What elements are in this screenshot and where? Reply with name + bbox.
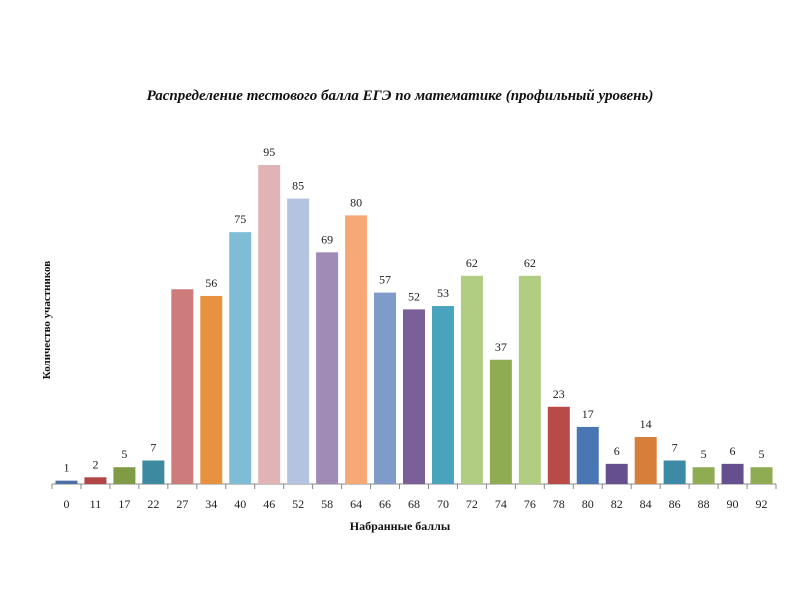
data-label: 56	[205, 276, 217, 290]
x-tick-label: 11	[90, 497, 102, 511]
data-label: 1	[63, 461, 69, 475]
x-tick-label: 17	[118, 497, 130, 511]
data-label: 17	[582, 407, 594, 421]
x-tick-label: 66	[379, 497, 391, 511]
bar-90	[721, 463, 744, 484]
x-tick-label: 92	[756, 497, 768, 511]
data-label: 52	[408, 289, 420, 303]
x-tick-label: 58	[321, 497, 333, 511]
bar-52	[287, 198, 310, 484]
bar-70	[431, 306, 454, 484]
bar-74	[489, 359, 512, 484]
data-label: 75	[234, 212, 246, 226]
data-label: 5	[701, 447, 707, 461]
data-label: 85	[292, 179, 304, 193]
data-label: 2	[92, 457, 98, 471]
data-label: 62	[524, 256, 536, 270]
x-tick-label: 0	[63, 497, 69, 511]
data-label: 95	[263, 145, 275, 159]
bar-84	[634, 436, 657, 484]
x-tick-label: 52	[292, 497, 304, 511]
data-label: 62	[466, 256, 478, 270]
bar-86	[663, 460, 686, 484]
x-tick-label: 78	[553, 497, 565, 511]
data-label: 7	[672, 440, 678, 454]
data-label: 6	[730, 444, 736, 458]
x-tick-label: 64	[350, 497, 362, 511]
bar-76	[518, 275, 541, 484]
x-tick-label: 34	[205, 497, 217, 511]
x-axis-label: Набранные баллы	[349, 519, 451, 533]
data-label: 53	[437, 286, 449, 300]
bar-78	[547, 406, 570, 484]
bar-27	[171, 289, 194, 484]
bar-58	[316, 252, 339, 484]
x-tick-label: 90	[727, 497, 739, 511]
data-label: 37	[495, 340, 507, 354]
data-label: 69	[321, 232, 333, 246]
bar-17	[113, 467, 136, 484]
bar-82	[605, 463, 628, 484]
bar-72	[460, 275, 483, 484]
x-tick-label: 68	[408, 497, 420, 511]
x-tick-label: 22	[147, 497, 159, 511]
bar-22	[142, 460, 165, 484]
x-tick-label: 70	[437, 497, 449, 511]
bar-64	[345, 215, 368, 485]
x-tick-label: 46	[263, 497, 275, 511]
x-tick-label: 84	[640, 497, 652, 511]
x-tick-label: 82	[611, 497, 623, 511]
bar-88	[692, 467, 715, 484]
x-tick-label: 86	[669, 497, 681, 511]
bar-0	[55, 480, 78, 484]
data-label: 5	[759, 447, 765, 461]
x-tick-label: 74	[495, 497, 507, 511]
x-tick-label: 27	[176, 497, 188, 511]
bar-11	[84, 477, 107, 484]
x-tick-label: 80	[582, 497, 594, 511]
bar-68	[403, 309, 425, 484]
data-label: 6	[614, 444, 620, 458]
bar-80	[576, 426, 599, 484]
data-label: 14	[640, 417, 652, 431]
data-label: 23	[553, 387, 565, 401]
data-label: 5	[121, 447, 127, 461]
x-tick-label: 40	[234, 497, 246, 511]
data-label: 80	[350, 195, 362, 209]
chart-title: Распределение тестового балла ЕГЭ по мат…	[146, 88, 654, 104]
x-tick-label: 76	[524, 497, 536, 511]
x-tick-label: 72	[466, 497, 478, 511]
data-label: 57	[379, 273, 391, 287]
x-tick-label: 88	[698, 497, 710, 511]
bar-92	[750, 467, 773, 484]
bar-46	[258, 165, 281, 484]
data-label: 7	[150, 440, 156, 454]
bar-34	[200, 295, 223, 484]
bar-40	[229, 232, 252, 484]
bar-66	[374, 292, 397, 484]
